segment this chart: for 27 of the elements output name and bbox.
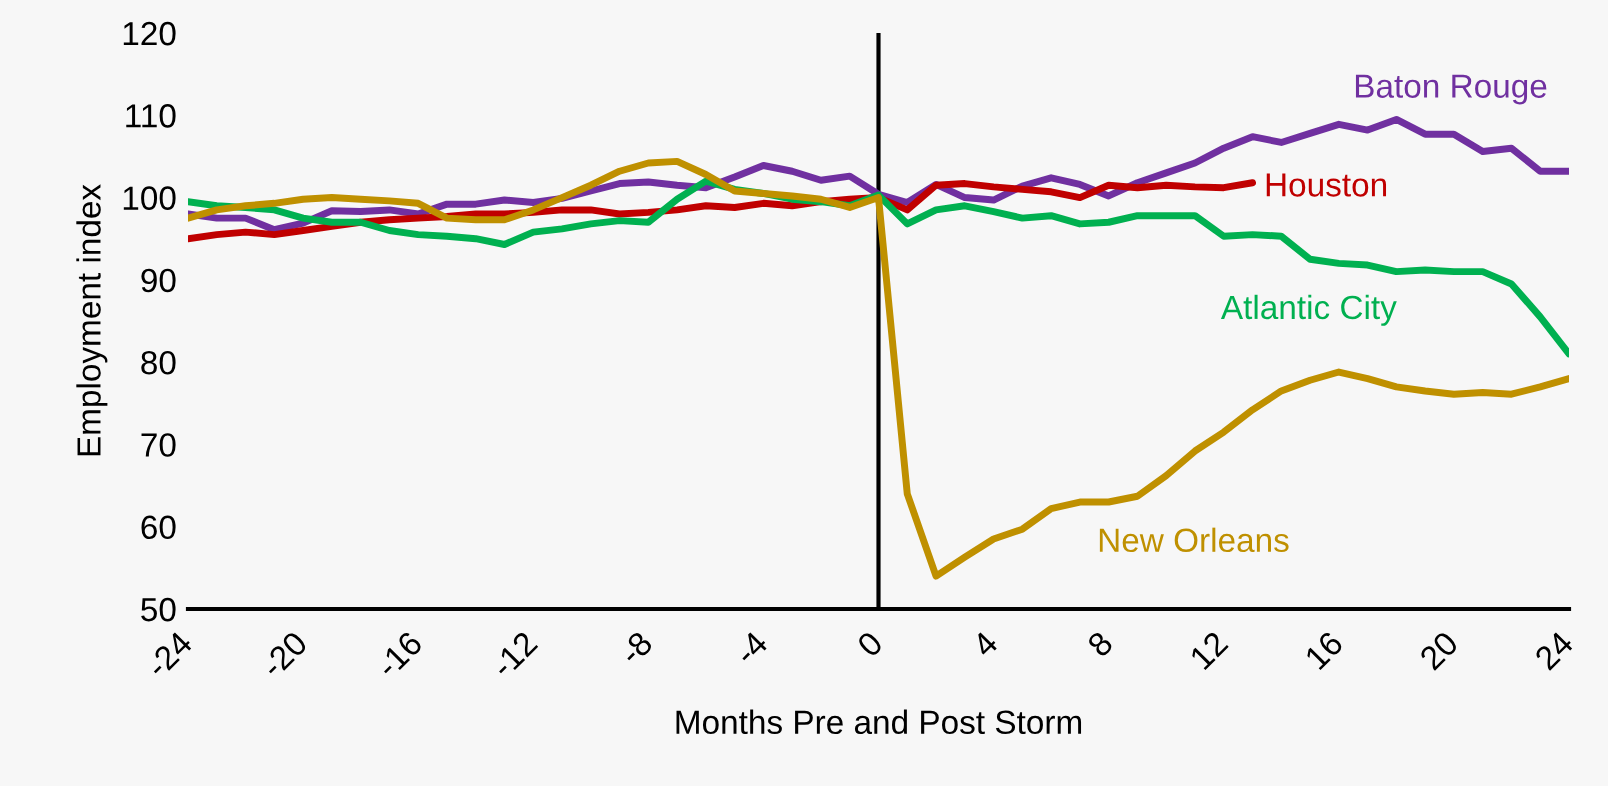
y-tick-label: 70 (141, 433, 176, 457)
x-tick-label: -4 (733, 630, 769, 666)
y-tick-label: 80 (141, 350, 176, 375)
series-label: New Orleans (1099, 527, 1289, 553)
y-tick-label: 90 (141, 268, 176, 293)
series-label: Atlantic City (1220, 294, 1397, 326)
y-axis-title: Employment index (76, 184, 108, 456)
y-tick-label: 60 (141, 515, 176, 540)
x-tick-label: 16 (1304, 630, 1345, 671)
y-tick-label: 110 (126, 104, 176, 128)
x-tick-label: -24 (144, 629, 194, 679)
x-tick-label: -16 (374, 630, 424, 679)
y-tick-label: 50 (141, 597, 176, 622)
x-tick-label: 20 (1418, 630, 1460, 671)
y-tick-label: 120 (123, 21, 176, 46)
x-tick-label: -12 (489, 630, 539, 679)
x-tick-label: 24 (1533, 629, 1575, 671)
series-label: Baton Rouge (1355, 74, 1547, 105)
x-tick-label: 12 (1188, 630, 1229, 671)
x-tick-label: -20 (259, 630, 309, 679)
x-axis-title: Months Pre and Post Storm (676, 709, 1082, 735)
x-tick-label: 4 (970, 630, 999, 659)
x-tick-label: -8 (618, 630, 654, 666)
series-label: Houston (1266, 173, 1387, 197)
x-tick-label: 0 (855, 630, 884, 659)
y-tick-label: 100 (123, 186, 176, 210)
x-tick-label: 8 (1086, 630, 1114, 658)
